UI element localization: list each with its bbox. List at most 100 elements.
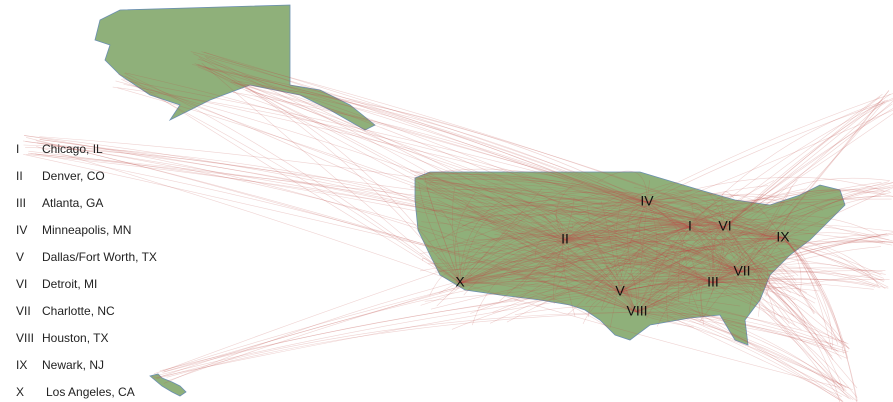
route xyxy=(724,226,776,317)
route xyxy=(550,230,784,251)
hub-label: V xyxy=(615,283,625,299)
route xyxy=(619,284,699,293)
route xyxy=(201,62,461,284)
route xyxy=(442,197,648,240)
route xyxy=(653,226,691,289)
route xyxy=(612,226,726,297)
route xyxy=(28,152,691,228)
hub-label: II xyxy=(561,231,569,247)
legend-city: Charlotte, NC xyxy=(42,304,115,318)
route xyxy=(436,199,638,313)
route xyxy=(582,291,621,324)
route xyxy=(636,311,834,345)
route xyxy=(438,267,621,293)
route xyxy=(646,176,885,203)
route xyxy=(477,271,743,309)
route xyxy=(701,244,743,273)
route xyxy=(459,280,822,286)
route xyxy=(510,273,638,313)
route xyxy=(459,282,609,329)
route xyxy=(636,311,854,401)
route xyxy=(593,238,621,293)
legend-numeral: VII xyxy=(16,304,31,318)
route xyxy=(724,177,891,228)
route xyxy=(646,201,783,245)
route xyxy=(244,76,743,273)
route xyxy=(419,175,714,284)
route xyxy=(553,239,566,305)
route xyxy=(600,200,621,293)
route xyxy=(724,102,886,228)
route xyxy=(738,244,756,273)
route xyxy=(197,66,621,293)
route xyxy=(646,99,893,203)
route xyxy=(724,226,842,344)
route xyxy=(601,226,726,312)
route xyxy=(193,53,621,293)
route xyxy=(724,218,805,231)
route xyxy=(243,84,648,203)
hub-label: III xyxy=(707,274,719,290)
route xyxy=(564,215,613,241)
route xyxy=(564,239,886,275)
route xyxy=(559,210,691,228)
route xyxy=(459,241,893,284)
route xyxy=(459,232,623,284)
route xyxy=(117,87,566,241)
route xyxy=(646,201,884,282)
legend-city: Los Angeles, CA xyxy=(46,385,135,399)
route xyxy=(233,82,726,228)
route xyxy=(636,279,749,313)
route xyxy=(741,270,808,326)
route xyxy=(564,220,616,241)
route xyxy=(782,237,858,401)
route xyxy=(420,257,714,284)
route xyxy=(190,51,784,239)
route xyxy=(519,237,784,248)
route xyxy=(118,73,638,313)
route xyxy=(428,185,638,313)
route xyxy=(619,192,892,293)
route xyxy=(724,226,893,246)
route xyxy=(741,268,761,317)
route xyxy=(459,194,739,284)
route xyxy=(782,237,886,289)
route xyxy=(564,196,575,241)
route xyxy=(151,282,714,378)
route xyxy=(459,191,522,284)
route xyxy=(459,276,874,290)
route xyxy=(538,214,621,293)
route xyxy=(689,226,845,392)
route xyxy=(123,83,726,228)
route xyxy=(782,196,893,239)
route xyxy=(659,216,743,273)
route xyxy=(121,78,461,284)
route xyxy=(459,187,891,284)
route xyxy=(741,247,770,273)
route xyxy=(636,246,881,313)
route xyxy=(618,277,629,294)
route xyxy=(619,284,683,293)
route xyxy=(437,258,461,284)
route xyxy=(25,146,566,241)
route xyxy=(619,291,849,389)
route xyxy=(166,311,638,378)
route xyxy=(459,109,893,284)
route xyxy=(429,178,714,284)
route xyxy=(485,183,648,203)
route xyxy=(501,209,566,241)
route xyxy=(683,266,743,289)
route xyxy=(636,267,883,313)
route xyxy=(454,194,714,284)
route xyxy=(646,197,746,210)
route xyxy=(459,270,776,284)
routes xyxy=(23,51,893,402)
route xyxy=(619,266,745,293)
route xyxy=(617,226,784,239)
route xyxy=(563,227,572,241)
route xyxy=(125,72,743,273)
route xyxy=(501,233,714,284)
route xyxy=(782,190,890,239)
route xyxy=(689,193,784,228)
